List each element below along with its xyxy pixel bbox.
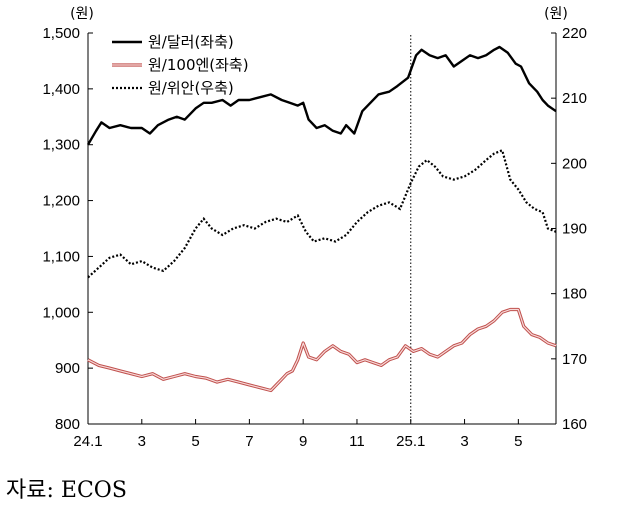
right-tick-label: 210	[562, 90, 587, 107]
left-tick-label: 1,100	[42, 248, 80, 265]
x-tick-label: 3	[138, 433, 146, 450]
legend-label: 원/달러(좌축)	[148, 33, 234, 51]
left-tick-label: 1,500	[42, 25, 80, 42]
left-axis-unit: (원)	[70, 6, 94, 22]
x-tick-label: 25.1	[396, 433, 425, 450]
right-tick-label: 190	[562, 221, 587, 238]
right-tick-label: 200	[562, 155, 587, 172]
left-tick-label: 800	[55, 416, 80, 433]
series-line-yuan	[87, 148, 557, 279]
x-tick-label: 24.1	[73, 433, 102, 450]
series-line-dollar	[86, 45, 557, 146]
x-tick-label: 9	[299, 433, 307, 450]
left-tick-label: 1,300	[42, 137, 80, 154]
series-lines	[86, 45, 557, 393]
series-line-yen-outer	[87, 307, 557, 393]
right-tick-label: 180	[562, 286, 587, 303]
right-tick-label: 160	[562, 416, 587, 433]
x-tick-label: 3	[460, 433, 468, 450]
legend-label: 원/위안(우축)	[148, 79, 234, 97]
right-axis-unit: (원)	[544, 6, 568, 22]
right-tick-label: 220	[562, 25, 587, 42]
exchange-rate-chart: (원) (원) 1,500 1,400 1,300 1,200 1,100 1,000 900 8…	[42, 6, 587, 450]
axes: (원) (원) 1,500 1,400 1,300 1,200 1,100 1,000 900 8…	[42, 6, 587, 450]
left-tick-label: 1,000	[42, 304, 80, 321]
left-tick-label: 900	[55, 360, 80, 377]
source-note: 자료: ECOS	[6, 478, 127, 503]
right-tick-label: 170	[562, 351, 587, 368]
x-tick-label: 7	[245, 433, 253, 450]
legend: 원/달러(좌축) 원/100엔(좌축) 원/위안(우축)	[112, 33, 249, 97]
legend-label: 원/100엔(좌축)	[148, 56, 249, 74]
x-tick-label: 11	[349, 433, 365, 450]
series-line-yen-inner	[87, 308, 557, 392]
left-tick-label: 1,400	[42, 81, 80, 98]
left-tick-label: 1,200	[42, 193, 80, 210]
x-tick-label: 5	[514, 433, 522, 450]
x-tick-label: 5	[191, 433, 199, 450]
